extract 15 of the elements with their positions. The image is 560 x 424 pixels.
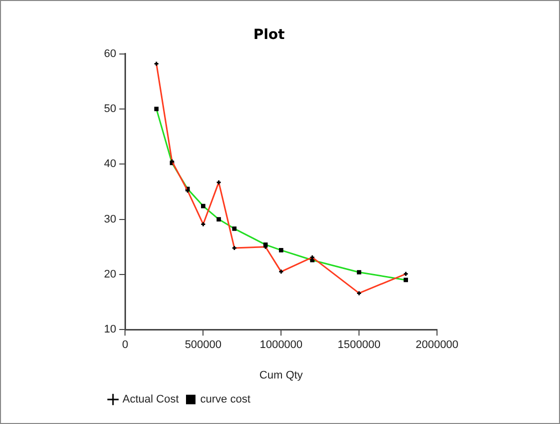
legend-label: curve cost — [200, 394, 250, 406]
x-tick-label: 500000 — [184, 339, 222, 352]
x-tick-label: 0 — [122, 339, 128, 352]
x-tick-label: 1500000 — [338, 339, 380, 352]
y-tick-label: 20 — [104, 268, 116, 280]
x-axis-title: Cum Qty — [259, 369, 304, 382]
y-tick-label: 30 — [104, 213, 116, 226]
x-tick-label: 2000000 — [416, 339, 458, 352]
y-tick-label: 10 — [104, 324, 116, 336]
x-tick-label: 1000000 — [260, 339, 303, 352]
legend-label: Actual Cost — [122, 394, 179, 406]
chart-title: Plot — [253, 27, 285, 44]
y-tick-label: 40 — [104, 158, 116, 170]
y-tick-label: 50 — [104, 102, 116, 115]
y-tick-label: 60 — [104, 48, 116, 60]
